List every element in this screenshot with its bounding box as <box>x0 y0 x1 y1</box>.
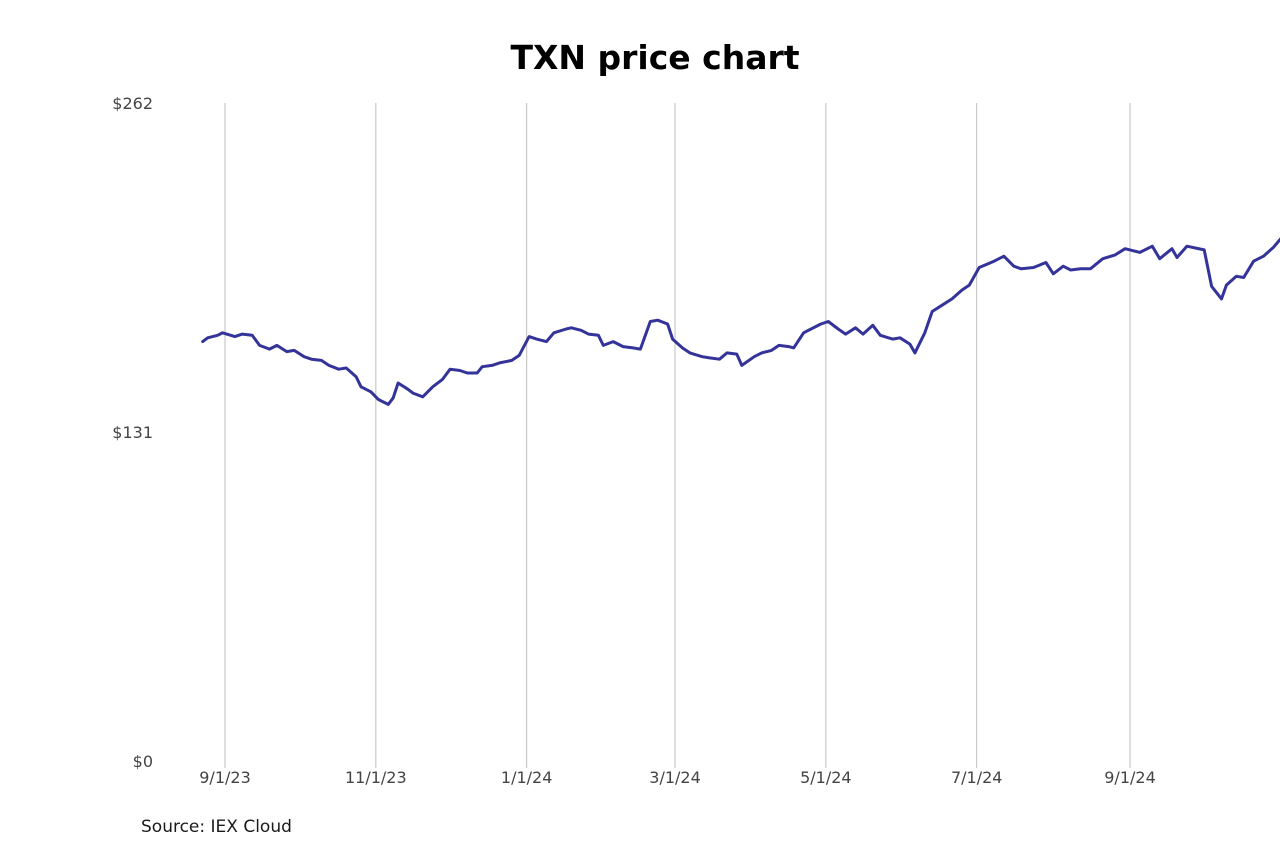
x-tick-label: 1/1/24 <box>501 768 553 787</box>
chart-title: TXN price chart <box>510 38 800 77</box>
y-tick-label: $0 <box>133 752 153 771</box>
x-tick-label: 5/1/24 <box>800 768 852 787</box>
y-tick-label: $262 <box>112 94 153 113</box>
y-axis: $0 $131 $262 <box>112 94 153 771</box>
x-tick-label: 3/1/24 <box>649 768 701 787</box>
series-layer <box>201 237 1280 406</box>
source-note: Source: IEX Cloud <box>141 817 292 837</box>
x-tick-label: 11/1/23 <box>345 768 407 787</box>
y-tick-label: $131 <box>112 423 153 442</box>
x-tick-label: 7/1/24 <box>951 768 1003 787</box>
price-line <box>201 237 1280 406</box>
x-axis: 9/1/23 11/1/23 1/1/24 3/1/24 5/1/24 7/1/24 9/1… <box>199 768 1156 787</box>
x-tick-label: 9/1/24 <box>1104 768 1156 787</box>
gridlines <box>224 103 1131 768</box>
x-tick-label: 9/1/23 <box>199 768 251 787</box>
